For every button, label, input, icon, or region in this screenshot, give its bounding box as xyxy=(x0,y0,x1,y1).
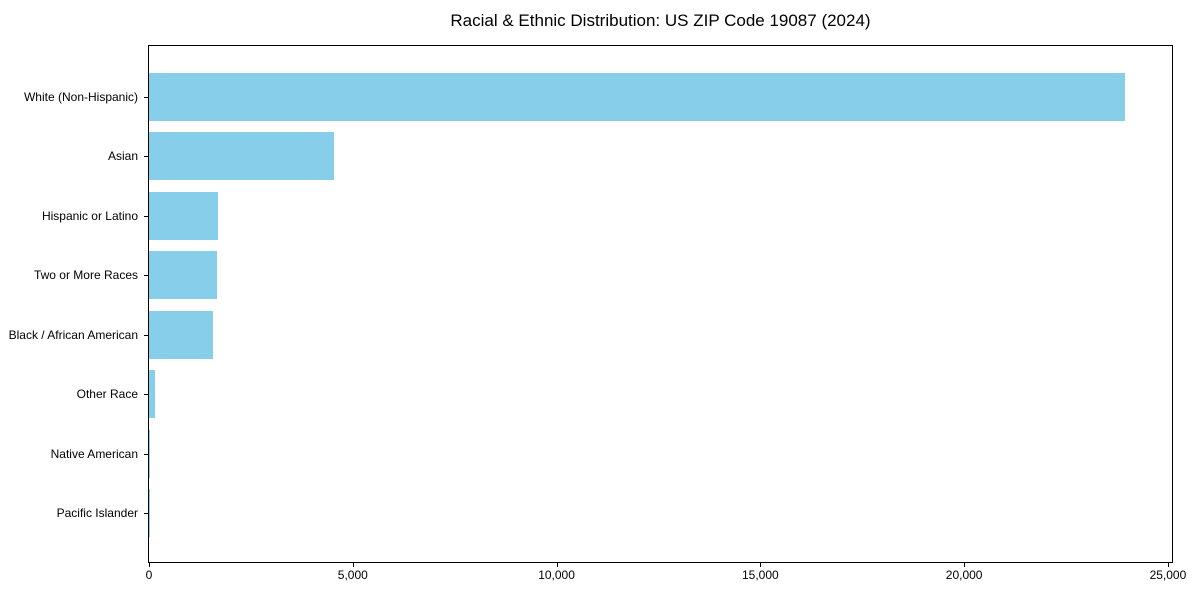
bar xyxy=(149,191,219,240)
y-axis-label: Other Race xyxy=(76,387,138,402)
y-axis-tick xyxy=(144,513,148,515)
x-axis-tick xyxy=(352,563,354,567)
y-axis-tick xyxy=(144,96,148,98)
x-axis-tick xyxy=(760,563,762,567)
bar xyxy=(149,72,1126,121)
x-axis-tick-label: 20,000 xyxy=(945,568,983,582)
bar xyxy=(149,251,218,300)
y-axis-label: Native American xyxy=(50,446,138,461)
x-axis-tick-label: 25,000 xyxy=(1149,568,1187,582)
bar xyxy=(149,429,150,478)
y-axis-tick xyxy=(144,215,148,217)
x-axis-tick xyxy=(1167,563,1169,567)
y-axis-label: White (Non-Hispanic) xyxy=(23,89,138,104)
x-axis-tick-label: 5,000 xyxy=(337,568,368,582)
plot-area xyxy=(148,45,1173,563)
y-axis-label: Black / African American xyxy=(8,327,138,342)
x-axis-tick-label: 0 xyxy=(145,568,153,582)
y-axis-tick xyxy=(144,453,148,455)
y-axis-label: Pacific Islander xyxy=(56,506,138,521)
x-axis-tick xyxy=(556,563,558,567)
chart-title: Racial & Ethnic Distribution: US ZIP Cod… xyxy=(450,11,871,30)
x-axis-tick xyxy=(149,563,150,567)
y-axis-tick xyxy=(144,275,148,277)
y-axis-tick xyxy=(144,394,148,396)
bar xyxy=(149,132,335,181)
y-axis-label: Asian xyxy=(107,149,138,164)
y-axis-tick xyxy=(144,334,148,336)
x-axis-tick-label: 15,000 xyxy=(741,568,779,582)
x-axis-tick xyxy=(964,563,966,567)
y-axis-tick xyxy=(144,156,148,158)
bar xyxy=(149,310,213,359)
bar xyxy=(149,370,156,419)
y-axis-label: Two or More Races xyxy=(33,268,138,283)
y-axis-label: Hispanic or Latino xyxy=(41,208,138,223)
x-axis-tick-label: 10,000 xyxy=(538,568,575,582)
